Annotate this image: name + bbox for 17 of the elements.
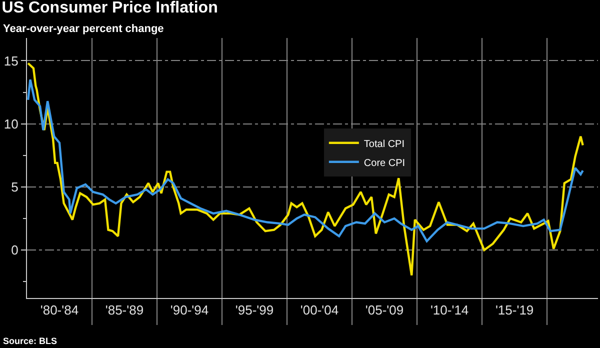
x-tick-label: '00-'04 bbox=[300, 302, 339, 318]
y-tick-label: 5 bbox=[11, 179, 18, 194]
x-tick-label: '80-'84 bbox=[40, 302, 79, 318]
y-tick-label: 10 bbox=[4, 116, 18, 132]
x-tick-label: '15-'19 bbox=[495, 302, 534, 318]
chart-subtitle: Year-over-year percent change bbox=[3, 23, 164, 35]
x-tick-label: '85-'89 bbox=[105, 302, 144, 318]
chart-title: US Consumer Price Inflation bbox=[2, 0, 218, 16]
y-tick-label: 15 bbox=[4, 53, 18, 68]
x-tick-label: '95-'99 bbox=[235, 302, 274, 318]
source-note: Source: BLS bbox=[3, 336, 58, 346]
legend-label: Total CPI bbox=[364, 138, 404, 150]
y-tick-label: 0 bbox=[11, 242, 18, 258]
x-tick-label: '10-'14 bbox=[430, 302, 469, 318]
legend-label: Core CPI bbox=[364, 158, 406, 169]
x-tick-label: '05-'09 bbox=[365, 302, 404, 318]
x-tick-label: '90-'94 bbox=[170, 302, 209, 318]
